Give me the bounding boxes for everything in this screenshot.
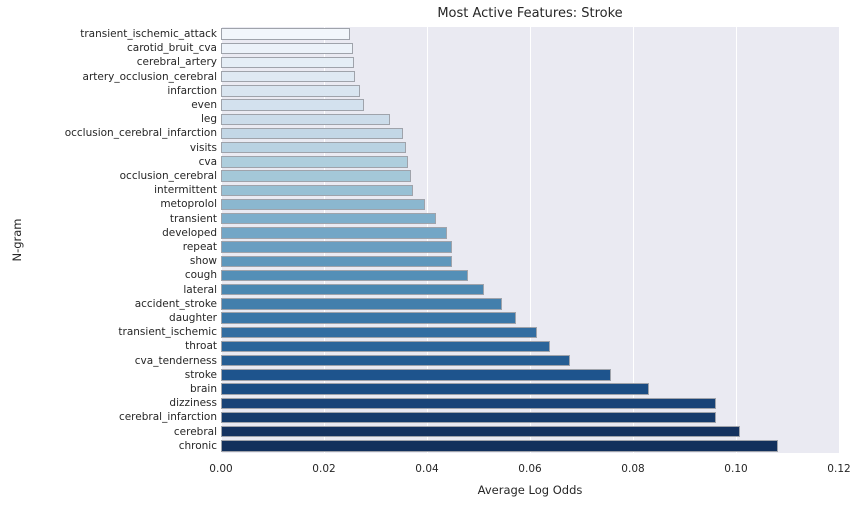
bar-daughter bbox=[221, 312, 517, 324]
bar-carotid_bruit_cva bbox=[221, 42, 353, 54]
bar-visits bbox=[221, 142, 406, 154]
bar-metoprolol bbox=[221, 198, 425, 211]
y-tick-label: occlusion_cerebral_infarction bbox=[64, 127, 217, 140]
bar-transient_ischemic bbox=[221, 326, 537, 338]
y-tick-label: dizziness bbox=[169, 397, 217, 410]
bar-show bbox=[221, 255, 453, 267]
bar-leg bbox=[221, 113, 390, 125]
bar-dizziness bbox=[221, 397, 717, 409]
plot-area bbox=[221, 27, 840, 453]
bar-cva_tenderness bbox=[221, 355, 571, 367]
y-tick-label: even bbox=[191, 99, 217, 111]
y-tick-label: transient_ischemic_attack bbox=[80, 28, 217, 40]
bar-cerebral_infarction bbox=[221, 411, 717, 424]
bar-brain bbox=[221, 383, 649, 395]
y-tick-labels: transient_ischemic_attack carotid_bruit_c… bbox=[0, 27, 217, 453]
bar-throat bbox=[221, 340, 551, 353]
y-tick-label: repeat bbox=[182, 241, 217, 253]
grid-line bbox=[736, 27, 737, 453]
y-tick-label: cerebral_infarction bbox=[118, 411, 217, 424]
y-tick-label: brain bbox=[190, 383, 217, 395]
x-axis-label: Average Log Odds bbox=[477, 483, 583, 497]
x-tick-label: 0.04 bbox=[415, 463, 439, 475]
x-tick-label: 0.10 bbox=[724, 463, 748, 475]
bar-transient bbox=[221, 213, 436, 225]
y-tick-label: infarction bbox=[167, 84, 217, 97]
x-tick-label: 0.02 bbox=[312, 463, 336, 475]
y-tick-label: leg bbox=[200, 113, 217, 126]
bar-lateral bbox=[221, 284, 485, 296]
y-tick-label: intermittent bbox=[154, 184, 217, 197]
y-tick-label: daughter bbox=[169, 312, 217, 324]
grid-line bbox=[221, 27, 222, 453]
grid-line bbox=[324, 27, 325, 453]
grid-line bbox=[530, 27, 531, 453]
y-tick-label: cva bbox=[198, 155, 217, 168]
grid-line bbox=[427, 27, 428, 453]
y-tick-label: throat bbox=[185, 340, 217, 353]
x-tick-label: 0.06 bbox=[518, 463, 542, 475]
y-tick-label: transient_ischemic bbox=[118, 326, 217, 339]
y-tick-label: cerebral_artery bbox=[136, 56, 217, 69]
y-tick-label: cva_tenderness bbox=[134, 354, 217, 367]
bar-cerebral_artery bbox=[221, 56, 355, 69]
x-tick-label: 0.00 bbox=[209, 463, 233, 475]
y-tick-label: transient bbox=[169, 212, 217, 225]
y-tick-label: accident_stroke bbox=[134, 297, 217, 310]
y-tick-label: artery_occlusion_cerebral bbox=[82, 70, 217, 83]
bar-artery_occlusion_cerebral bbox=[221, 71, 356, 83]
bar-repeat bbox=[221, 241, 453, 253]
bar-cva bbox=[221, 156, 409, 168]
bar-cough bbox=[221, 269, 468, 282]
y-tick-label: cerebral bbox=[173, 425, 217, 438]
chart-title: Most Active Features: Stroke bbox=[437, 6, 623, 21]
bar-stroke bbox=[221, 369, 611, 381]
y-tick-label: cough bbox=[184, 269, 217, 282]
grid-line bbox=[633, 27, 634, 453]
y-tick-label: lateral bbox=[183, 283, 217, 296]
bar-developed bbox=[221, 227, 447, 239]
y-tick-label: stroke bbox=[184, 368, 217, 381]
y-tick-label: chronic bbox=[178, 439, 217, 452]
bar-occlusion_cerebral_infarction bbox=[221, 127, 403, 140]
x-tick-label: 0.12 bbox=[827, 463, 851, 475]
y-tick-label: carotid_bruit_cva bbox=[126, 42, 217, 55]
bar-chronic bbox=[221, 440, 778, 452]
bar-transient_ischemic_attack bbox=[221, 28, 350, 40]
y-tick-label: developed bbox=[162, 226, 217, 239]
bar-occlusion_cerebral bbox=[221, 170, 412, 182]
y-tick-label: occlusion_cerebral bbox=[119, 170, 217, 182]
bar-infarction bbox=[221, 85, 361, 97]
bar-even bbox=[221, 99, 365, 111]
grid-line bbox=[839, 27, 840, 453]
bar-intermittent bbox=[221, 184, 413, 196]
y-tick-label: visits bbox=[189, 141, 217, 154]
y-tick-label: show bbox=[189, 255, 217, 268]
bar-cerebral bbox=[221, 426, 741, 438]
bar-accident_stroke bbox=[221, 298, 502, 310]
y-tick-label: metoprolol bbox=[160, 198, 217, 211]
x-tick-label: 0.08 bbox=[621, 463, 645, 475]
